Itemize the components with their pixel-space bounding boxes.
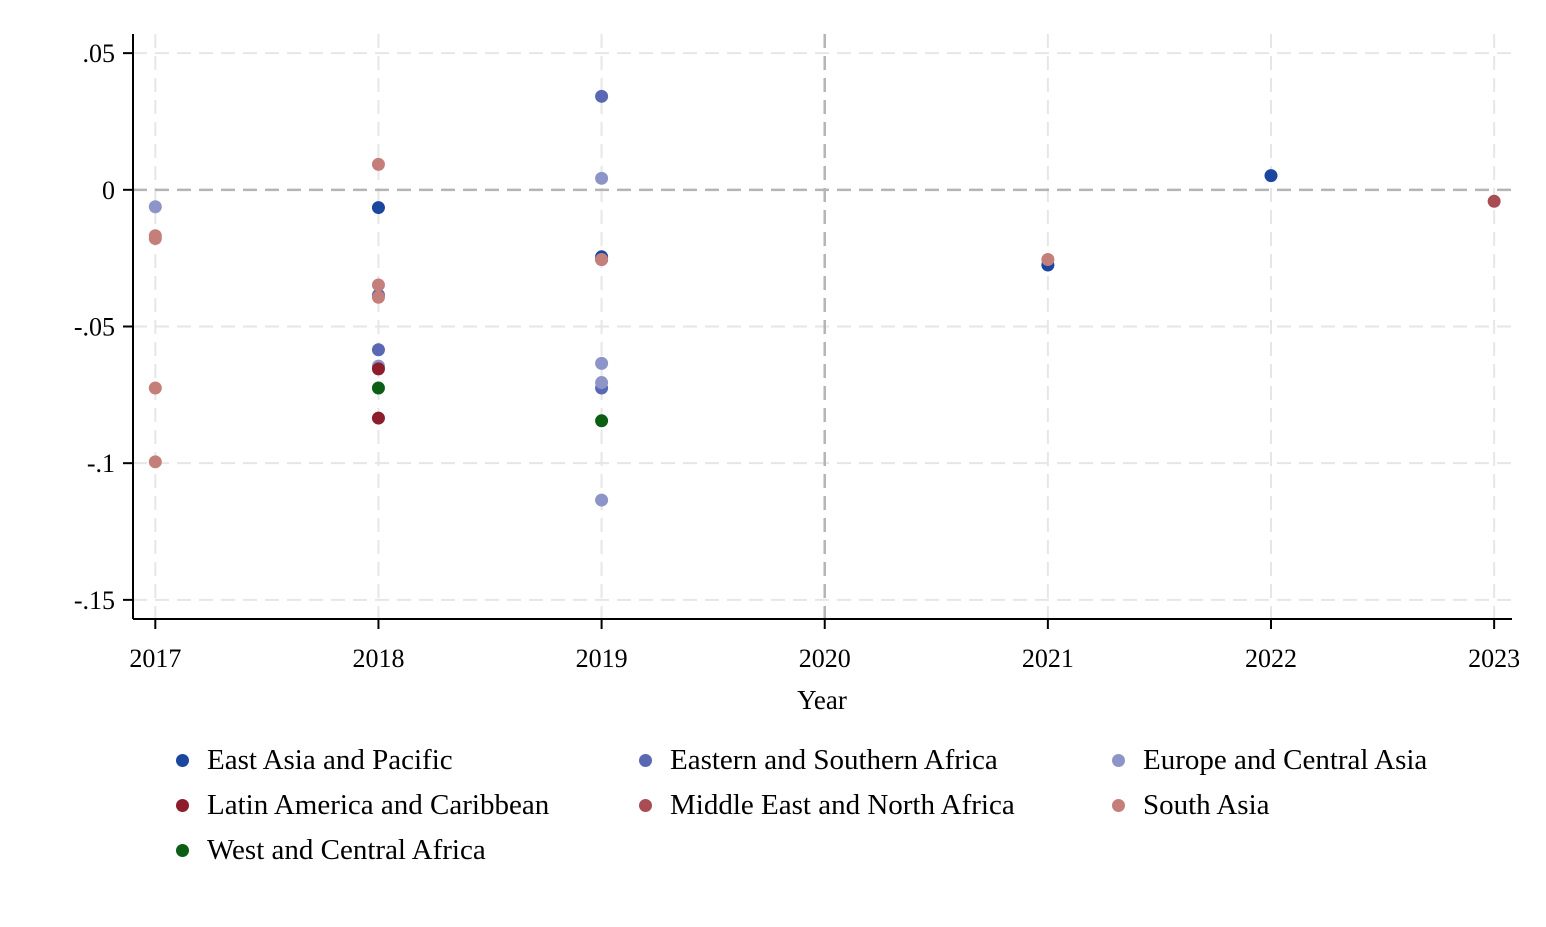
y-tick-label: -.1 (87, 449, 115, 478)
legend-item: Middle East and North Africa (631, 787, 1104, 824)
data-point (595, 414, 609, 428)
data-point (371, 278, 385, 292)
data-point (371, 290, 385, 304)
x-axis-title: Year (797, 685, 847, 715)
data-point (148, 200, 162, 214)
x-tick-label: 2023 (1468, 644, 1520, 673)
legend-marker (1112, 754, 1125, 767)
x-tick-label: 2019 (576, 644, 628, 673)
legend-marker (639, 799, 652, 812)
legend-label: Middle East and North Africa (670, 789, 1015, 821)
data-point (595, 253, 609, 267)
legend-marker (176, 754, 189, 767)
legend-item: Latin America and Caribbean (168, 787, 631, 824)
legend-marker (176, 844, 189, 857)
data-point (148, 381, 162, 395)
scatter-chart: .05 0 -.05 -.1 -.15 2017 2018 2019 2020 2021 2022 2… (74, 34, 1520, 715)
data-point (595, 356, 609, 370)
legend-marker (1112, 799, 1125, 812)
data-point (595, 89, 609, 103)
legend-label: East Asia and Pacific (207, 744, 453, 776)
legend-item: South Asia (1104, 787, 1484, 824)
grid-lines (133, 34, 1512, 619)
data-point (595, 376, 609, 390)
data-point (1264, 169, 1278, 183)
legend-label: Latin America and Caribbean (207, 789, 550, 821)
legend-item: West and Central Africa (168, 832, 631, 869)
ticks: .05 0 -.05 -.1 -.15 2017 2018 2019 2020 2021 2022 2… (74, 39, 1520, 673)
data-point (148, 455, 162, 469)
legend-marker (176, 799, 189, 812)
legend-item: Eastern and Southern Africa (631, 742, 1104, 779)
legend-label: West and Central Africa (207, 834, 486, 866)
data-point (371, 362, 385, 376)
x-tick-label: 2020 (799, 644, 851, 673)
data-point (371, 411, 385, 425)
data-point (371, 201, 385, 215)
data-point (1041, 253, 1055, 267)
legend-label: South Asia (1143, 789, 1270, 821)
data-point (1487, 194, 1501, 208)
legend-item: Europe and Central Asia (1104, 742, 1484, 779)
y-tick-label: 0 (102, 176, 115, 205)
y-tick-label: .05 (83, 39, 116, 68)
x-tick-label: 2017 (129, 644, 181, 673)
data-point (371, 157, 385, 171)
data-points (148, 89, 1501, 507)
data-point (148, 231, 162, 245)
data-point (595, 493, 609, 507)
legend-marker (639, 754, 652, 767)
x-tick-label: 2022 (1245, 644, 1297, 673)
data-point (595, 171, 609, 185)
data-point (371, 343, 385, 357)
legend: East Asia and Pacific Eastern and Souther… (168, 742, 1498, 869)
x-tick-label: 2018 (352, 644, 404, 673)
legend-label: Eastern and Southern Africa (670, 744, 998, 776)
data-point (371, 381, 385, 395)
legend-label: Europe and Central Asia (1143, 744, 1428, 776)
x-tick-label: 2021 (1022, 644, 1074, 673)
y-tick-label: -.15 (74, 586, 115, 615)
y-tick-label: -.05 (74, 313, 115, 342)
reference-lines (133, 34, 1512, 619)
legend-item: East Asia and Pacific (168, 742, 631, 779)
